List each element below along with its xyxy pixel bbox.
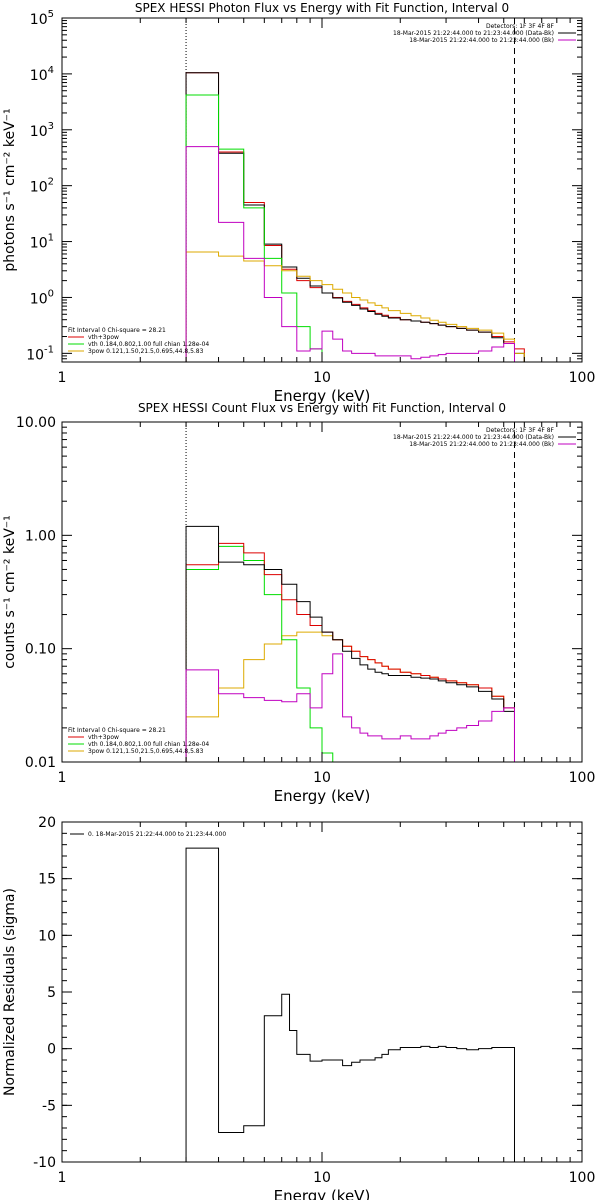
chart-title: SPEX HESSI Count Flux vs Energy with Fit… (138, 401, 506, 415)
legend-entry: 18-Mar-2015 21:22:44.000 to 21:23:44.000… (409, 441, 554, 448)
y-tick-label: 10.00 (16, 415, 56, 431)
legend-top-left: 0. 18-Mar-2015 21:22:44.000 to 21:23:44.… (70, 831, 226, 838)
x-axis-label: Energy (keV) (274, 387, 371, 405)
legend-bottom-left: Fit Interval 0 Chi-square = 28.21vth+3po… (68, 727, 209, 755)
y-tick-label: 0 (47, 1042, 56, 1058)
x-tick-label: 1 (58, 1170, 67, 1186)
y-tick-exponent: 1 (48, 233, 54, 244)
legend-entry: Fit Interval 0 Chi-square = 28.21 (68, 327, 166, 334)
legend-entry: 0. 18-Mar-2015 21:22:44.000 to 21:23:44.… (88, 831, 226, 838)
x-axis-label: Energy (keV) (274, 1187, 371, 1200)
y-tick-label: 10 (38, 928, 56, 944)
series-group (185, 847, 515, 1162)
x-tick-label: 1 (58, 770, 67, 786)
series-line-bk (185, 146, 525, 362)
y-tick-label: 10-1 (26, 344, 54, 363)
series-line-data-bk (185, 72, 525, 362)
y-axis: -10 -5 0 5 10 15 20 (33, 815, 582, 1171)
y-tick-label: 20 (38, 815, 56, 831)
y-tick-label: -10 (33, 1155, 56, 1171)
x-tick-label: 100 (569, 370, 596, 386)
series-group (185, 72, 525, 362)
y-tick-exponent: -1 (44, 344, 54, 355)
legend-bottom-left: Fit Interval 0 Chi-square = 28.21vth+3po… (68, 327, 209, 355)
y-tick-label: 0.10 (25, 642, 56, 658)
y-tick-label: 103 (30, 121, 54, 140)
y-tick-label: 100 (30, 288, 54, 307)
y-tick-exponent: 4 (48, 65, 54, 76)
x-axis: 1 10 100 (58, 822, 596, 1186)
plot-frame (61, 821, 583, 1163)
y-tick-base: 10 (30, 12, 48, 28)
y-tick-label: -5 (42, 1098, 56, 1114)
legend-entry: 18-Mar-2015 21:22:44.000 to 21:23:44.000… (393, 30, 554, 37)
series-line-data-bk (185, 525, 525, 762)
legend-entry: vth+3pow (88, 734, 119, 741)
y-tick-base: 10 (30, 236, 48, 252)
legend-entry: 3pow 0.121,1.50,21.5,0.695,44.8,5.83 (88, 348, 204, 355)
chart-panel-0: SPEX HESSI Photon Flux vs Energy with Fi… (2, 1, 595, 405)
y-tick-exponent: 5 (48, 9, 54, 20)
y-tick-base: 10 (30, 68, 48, 84)
series-line-bk (185, 653, 525, 762)
x-tick-label: 10 (313, 370, 331, 386)
plot-frame (61, 17, 583, 363)
x-axis: 1 10 100 (58, 422, 596, 786)
series-line-3pow (185, 251, 525, 362)
chart-panel-2: 1 10 100 Energy (keV) -10 -5 0 5 10 15 20 Normalize… (2, 815, 595, 1200)
y-axis-label: counts s⁻¹ cm⁻² keV⁻¹ (2, 515, 18, 669)
y-tick-label: 102 (30, 177, 54, 196)
y-axis-label: photons s⁻¹ cm⁻² keV⁻¹ (2, 108, 18, 271)
x-tick-label: 10 (313, 770, 331, 786)
y-tick-label: 15 (38, 872, 56, 888)
x-axis-label: Energy (keV) (274, 787, 371, 805)
legend-entry: Fit Interval 0 Chi-square = 28.21 (68, 727, 166, 734)
legend-entry: 18-Mar-2015 21:22:44.000 to 21:23:44.000… (393, 434, 554, 441)
legend-entry: Detectors: 1F 3F 4F 8F (486, 427, 555, 434)
chart-panel-1: SPEX HESSI Count Flux vs Energy with Fit… (2, 401, 595, 805)
y-axis: 0.01 0.10 1.00 10.00 (16, 415, 582, 771)
legend-entry: vth 0.184,0.802,1.00 full chian 1.28e-04 (88, 341, 209, 348)
legend-entry: vth+3pow (88, 334, 119, 341)
x-axis: 1 10 100 (58, 18, 596, 386)
series-line-0-18-mar-2015-21-22-44-000-to-21-23-44-000 (185, 847, 515, 1162)
y-axis-label: Normalized Residuals (sigma) (2, 888, 18, 1096)
y-tick-base: 10 (30, 124, 48, 140)
x-tick-label: 100 (569, 1170, 596, 1186)
x-tick-label: 10 (313, 1170, 331, 1186)
y-tick-base: 10 (30, 291, 48, 307)
y-tick-label: 104 (30, 65, 54, 84)
y-tick-exponent: 3 (48, 121, 54, 132)
y-tick-label: 0.01 (25, 755, 56, 771)
series-line-vth-3pow (185, 542, 525, 762)
legend-entry: 3pow 0.121,1.50,21.5,0.695,44.8,5.83 (88, 748, 204, 755)
y-tick-label: 1.00 (25, 528, 56, 544)
legend-entry: 18-Mar-2015 21:22:44.000 to 21:23:44.000… (409, 37, 554, 44)
series-group (185, 525, 525, 762)
y-tick-exponent: 2 (48, 177, 54, 188)
chart-title: SPEX HESSI Photon Flux vs Energy with Fi… (135, 1, 509, 15)
series-line-vth (185, 94, 333, 362)
x-tick-label: 100 (569, 770, 596, 786)
y-tick-base: 10 (30, 180, 48, 196)
y-tick-label: 105 (30, 9, 54, 28)
legend-entry: Detectors: 1F 3F 4F 8F (486, 23, 555, 30)
x-tick-label: 1 (58, 370, 67, 386)
y-tick-label: 5 (47, 985, 56, 1001)
series-line-vth-3pow (185, 72, 525, 362)
y-tick-label: 101 (30, 233, 54, 252)
y-tick-base: 10 (26, 347, 44, 363)
y-tick-exponent: 0 (48, 288, 54, 299)
legend-entry: vth 0.184,0.802,1.00 full chian 1.28e-04 (88, 741, 209, 748)
